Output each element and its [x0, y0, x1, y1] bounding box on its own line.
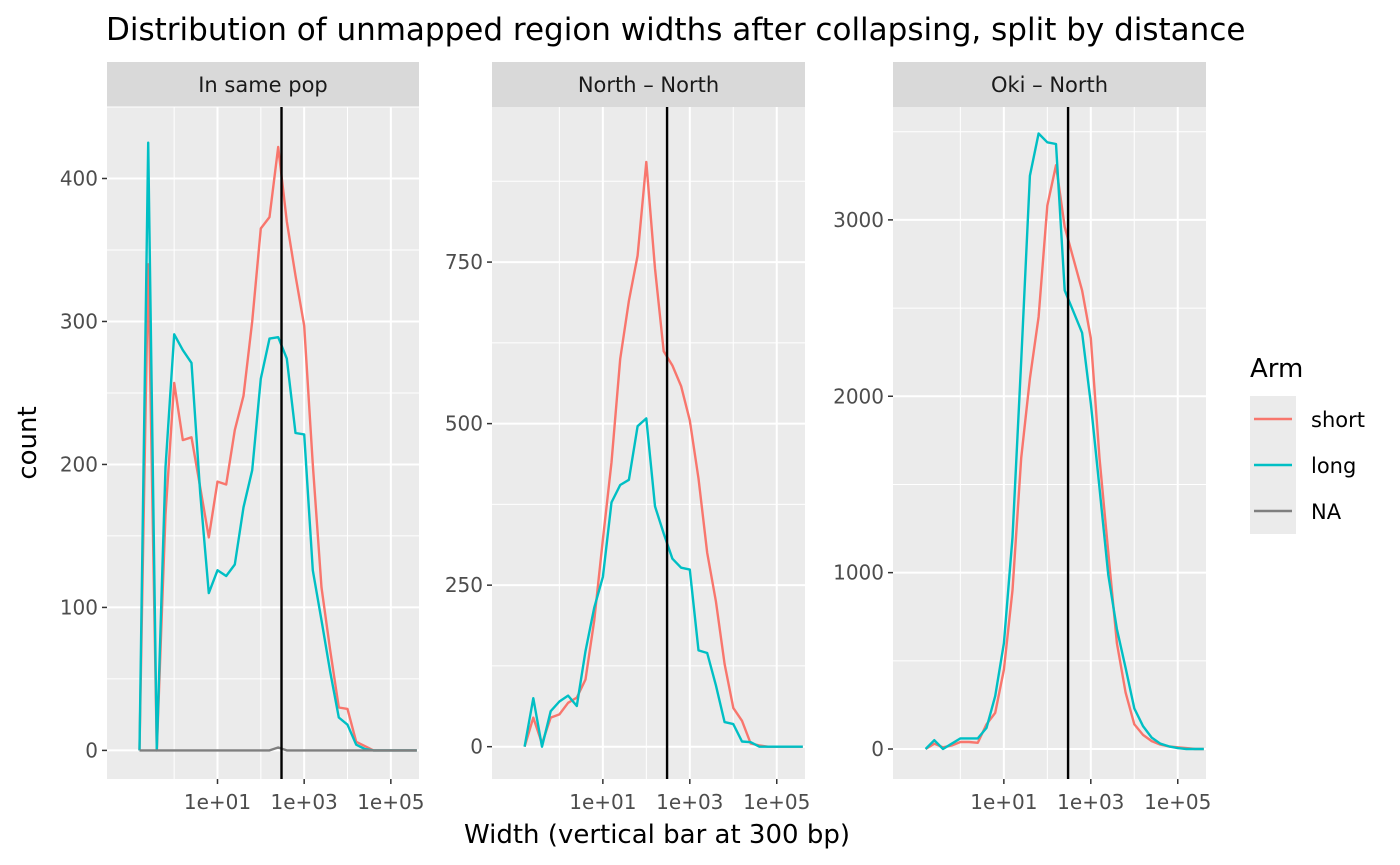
x-tick-label: 1e+03	[1057, 790, 1124, 814]
legend-label: NA	[1311, 500, 1342, 524]
y-tick-label: 100	[60, 595, 98, 619]
chart-title: Distribution of unmapped region widths a…	[106, 12, 1245, 48]
y-tick-label: 250	[445, 573, 483, 597]
series-line-long	[924, 132, 1204, 751]
legend-label: long	[1311, 454, 1356, 478]
facet-panel: In same pop 0 100 200 300 400 1e+01 1e+03 1e+05	[60, 62, 424, 814]
x-tick-label: 1e+01	[184, 790, 251, 814]
x-tick-label: 1e+03	[656, 790, 723, 814]
y-tick-label: 400	[60, 166, 98, 190]
y-tick-label: 200	[60, 452, 98, 476]
y-tick-label: 0	[470, 735, 483, 759]
legend: Arm short long NA	[1250, 354, 1365, 534]
facet-strip-label: In same pop	[198, 73, 328, 97]
panel-background	[107, 107, 419, 779]
x-tick-label: 1e+05	[357, 790, 424, 814]
y-tick-label: 0	[871, 737, 884, 761]
x-tick-label: 1e+01	[569, 790, 636, 814]
y-tick-label: 2000	[833, 384, 884, 408]
facet-strip	[492, 62, 805, 107]
series-line-long	[523, 417, 803, 748]
facet-strip	[893, 62, 1206, 107]
x-tick-label: 1e+01	[970, 790, 1037, 814]
facet-strip-label: North – North	[578, 73, 719, 97]
series-line-na	[139, 746, 417, 752]
x-tick-label: 1e+05	[743, 790, 810, 814]
y-tick-label: 3000	[833, 208, 884, 232]
x-tick-label: 1e+05	[1144, 790, 1211, 814]
series-line-short	[924, 163, 1204, 751]
facet-strip	[107, 62, 419, 107]
y-tick-label: 0	[85, 738, 98, 762]
legend-title: Arm	[1250, 354, 1303, 384]
x-tick-label: 1e+03	[271, 790, 338, 814]
facet-panel: Oki – North 0 1000 2000 3000 1e+01 1e+03 1e+05	[833, 62, 1211, 814]
facet-panel: North – North 0 250 500 750 1e+01 1e+03 1e+05	[445, 62, 810, 814]
y-tick-label: 1000	[833, 561, 884, 585]
panel-background	[893, 107, 1206, 779]
legend-label: short	[1311, 408, 1365, 432]
y-axis-title: count	[13, 406, 43, 479]
y-tick-label: 500	[445, 412, 483, 436]
y-tick-label: 750	[445, 250, 483, 274]
x-axis-title: Width (vertical bar at 300 bp)	[464, 820, 850, 850]
facet-strip-label: Oki – North	[991, 73, 1108, 97]
y-tick-label: 300	[60, 309, 98, 333]
